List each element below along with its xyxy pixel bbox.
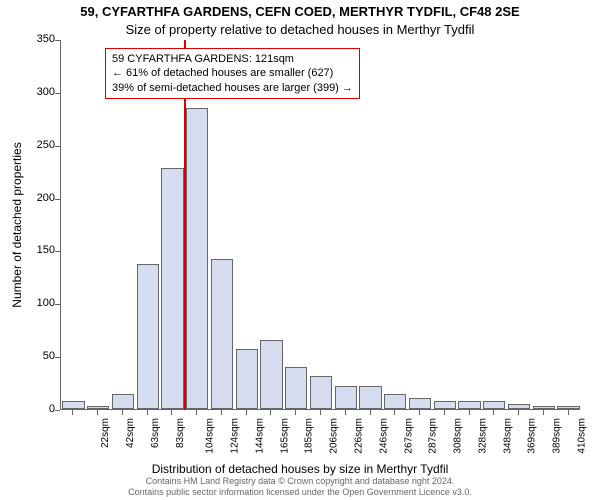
histogram-bar [112,394,134,409]
histogram-bar [409,398,431,409]
histogram-bar [359,386,381,409]
annotation-line3: 39% of semi-detached houses are larger (… [112,81,353,95]
chart-title: 59, CYFARTHFA GARDENS, CEFN COED, MERTHY… [0,4,600,19]
x-tick-label: 165sqm [279,418,290,454]
y-tick-label: 200 [15,192,55,204]
x-tick-mark [320,410,321,415]
x-tick-mark [394,410,395,415]
annotation-line2: ← 61% of detached houses are smaller (62… [112,66,353,80]
histogram-bar [434,401,456,409]
x-tick-mark [246,410,247,415]
histogram-bar [384,394,406,409]
histogram-bar [557,406,579,409]
x-tick-mark [72,410,73,415]
footer-line2: Contains public sector information licen… [0,487,600,498]
x-tick-label: 328sqm [477,418,488,454]
x-tick-mark [122,410,123,415]
x-tick-label: 287sqm [428,418,439,454]
histogram-bar [508,404,530,409]
x-tick-mark [444,410,445,415]
x-tick-mark [295,410,296,415]
histogram-bar [161,168,183,409]
footer-line1: Contains HM Land Registry data © Crown c… [0,476,600,487]
histogram-bar [186,108,208,409]
histogram-bar [236,349,258,409]
histogram-bar [483,401,505,409]
x-tick-label: 22sqm [100,418,111,448]
x-tick-label: 308sqm [453,418,464,454]
x-tick-label: 104sqm [205,418,216,454]
y-tick-mark [55,146,60,147]
y-tick-label: 150 [15,244,55,256]
x-tick-mark [97,410,98,415]
x-tick-mark [270,410,271,415]
annotation-box: 59 CYFARTHFA GARDENS: 121sqm ← 61% of de… [105,48,360,99]
histogram-bar [137,264,159,409]
y-tick-mark [55,199,60,200]
x-tick-mark [469,410,470,415]
y-tick-label: 100 [15,297,55,309]
x-tick-label: 206sqm [329,418,340,454]
chart-subtitle: Size of property relative to detached ho… [0,22,600,37]
y-tick-mark [55,357,60,358]
x-tick-label: 63sqm [150,418,161,448]
histogram-bar [335,386,357,409]
x-tick-mark [196,410,197,415]
y-tick-label: 50 [15,350,55,362]
x-tick-mark [147,410,148,415]
x-tick-label: 144sqm [255,418,266,454]
histogram-bar [211,259,233,409]
x-tick-label: 83sqm [175,418,186,448]
x-tick-mark [419,410,420,415]
x-tick-label: 124sqm [230,418,241,454]
footer-text: Contains HM Land Registry data © Crown c… [0,476,600,498]
x-tick-label: 42sqm [125,418,136,448]
x-tick-mark [221,410,222,415]
x-axis-label: Distribution of detached houses by size … [0,462,600,476]
x-tick-label: 267sqm [403,418,414,454]
x-tick-label: 348sqm [502,418,513,454]
y-tick-mark [55,40,60,41]
histogram-bar [260,340,282,409]
x-tick-label: 410sqm [576,418,587,454]
x-tick-mark [493,410,494,415]
histogram-bar [533,406,555,409]
x-tick-label: 246sqm [378,418,389,454]
x-tick-label: 369sqm [527,418,538,454]
y-tick-label: 0 [15,403,55,415]
x-tick-mark [370,410,371,415]
annotation-line1: 59 CYFARTHFA GARDENS: 121sqm [112,52,353,66]
histogram-bar [458,401,480,409]
y-tick-label: 300 [15,86,55,98]
x-tick-mark [518,410,519,415]
x-tick-mark [345,410,346,415]
y-tick-mark [55,410,60,411]
histogram-bar [87,406,109,409]
y-tick-mark [55,251,60,252]
x-tick-mark [543,410,544,415]
y-tick-mark [55,93,60,94]
x-tick-label: 226sqm [354,418,365,454]
histogram-bar [310,376,332,409]
y-tick-label: 250 [15,139,55,151]
x-tick-label: 389sqm [552,418,563,454]
y-tick-label: 350 [15,33,55,45]
chart-container: 59, CYFARTHFA GARDENS, CEFN COED, MERTHY… [0,0,600,500]
y-axis-label: Number of detached properties [10,142,24,307]
histogram-bar [285,367,307,409]
y-tick-mark [55,304,60,305]
histogram-bar [62,401,84,409]
x-tick-label: 185sqm [304,418,315,454]
x-tick-mark [568,410,569,415]
x-tick-mark [171,410,172,415]
